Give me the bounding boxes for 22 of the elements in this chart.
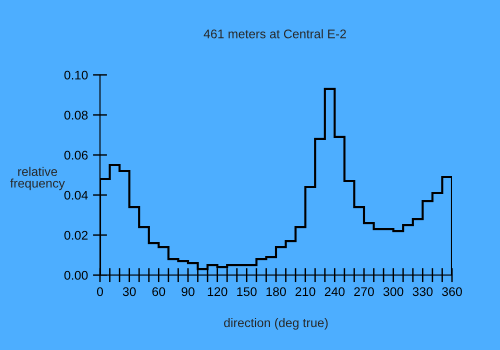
x-tick-label: 30 bbox=[122, 287, 136, 296]
x-tick-label: 330 bbox=[412, 287, 433, 296]
y-tick-label: 0.04 bbox=[64, 190, 88, 200]
x-tick-label: 180 bbox=[266, 287, 286, 296]
x-tick-label: 90 bbox=[182, 287, 194, 296]
x-tick-label: 210 bbox=[296, 287, 316, 296]
x-tick-label: 120 bbox=[208, 287, 228, 296]
x-tick-label: 60 bbox=[152, 287, 166, 296]
y-tick-label: 0.06 bbox=[64, 150, 88, 160]
y-tick-label: 0.02 bbox=[64, 230, 88, 240]
x-tick-label: 300 bbox=[383, 287, 404, 296]
y-tick-label: 0.00 bbox=[64, 270, 88, 280]
y-axis-title: relative frequency bbox=[10, 166, 65, 190]
y-tick-label: 0.08 bbox=[64, 110, 88, 120]
x-tick-label: 0 bbox=[97, 287, 103, 296]
x-tick-label: 270 bbox=[354, 287, 374, 296]
x-axis-title: direction (deg true) bbox=[224, 318, 328, 330]
chart-title: 461 meters at Central E-2 bbox=[204, 29, 346, 38]
y-tick-label: 0.10 bbox=[64, 70, 88, 80]
x-tick-label: 150 bbox=[237, 287, 257, 296]
x-tick-label: 240 bbox=[324, 287, 345, 296]
x-tick-label: 360 bbox=[442, 287, 462, 296]
